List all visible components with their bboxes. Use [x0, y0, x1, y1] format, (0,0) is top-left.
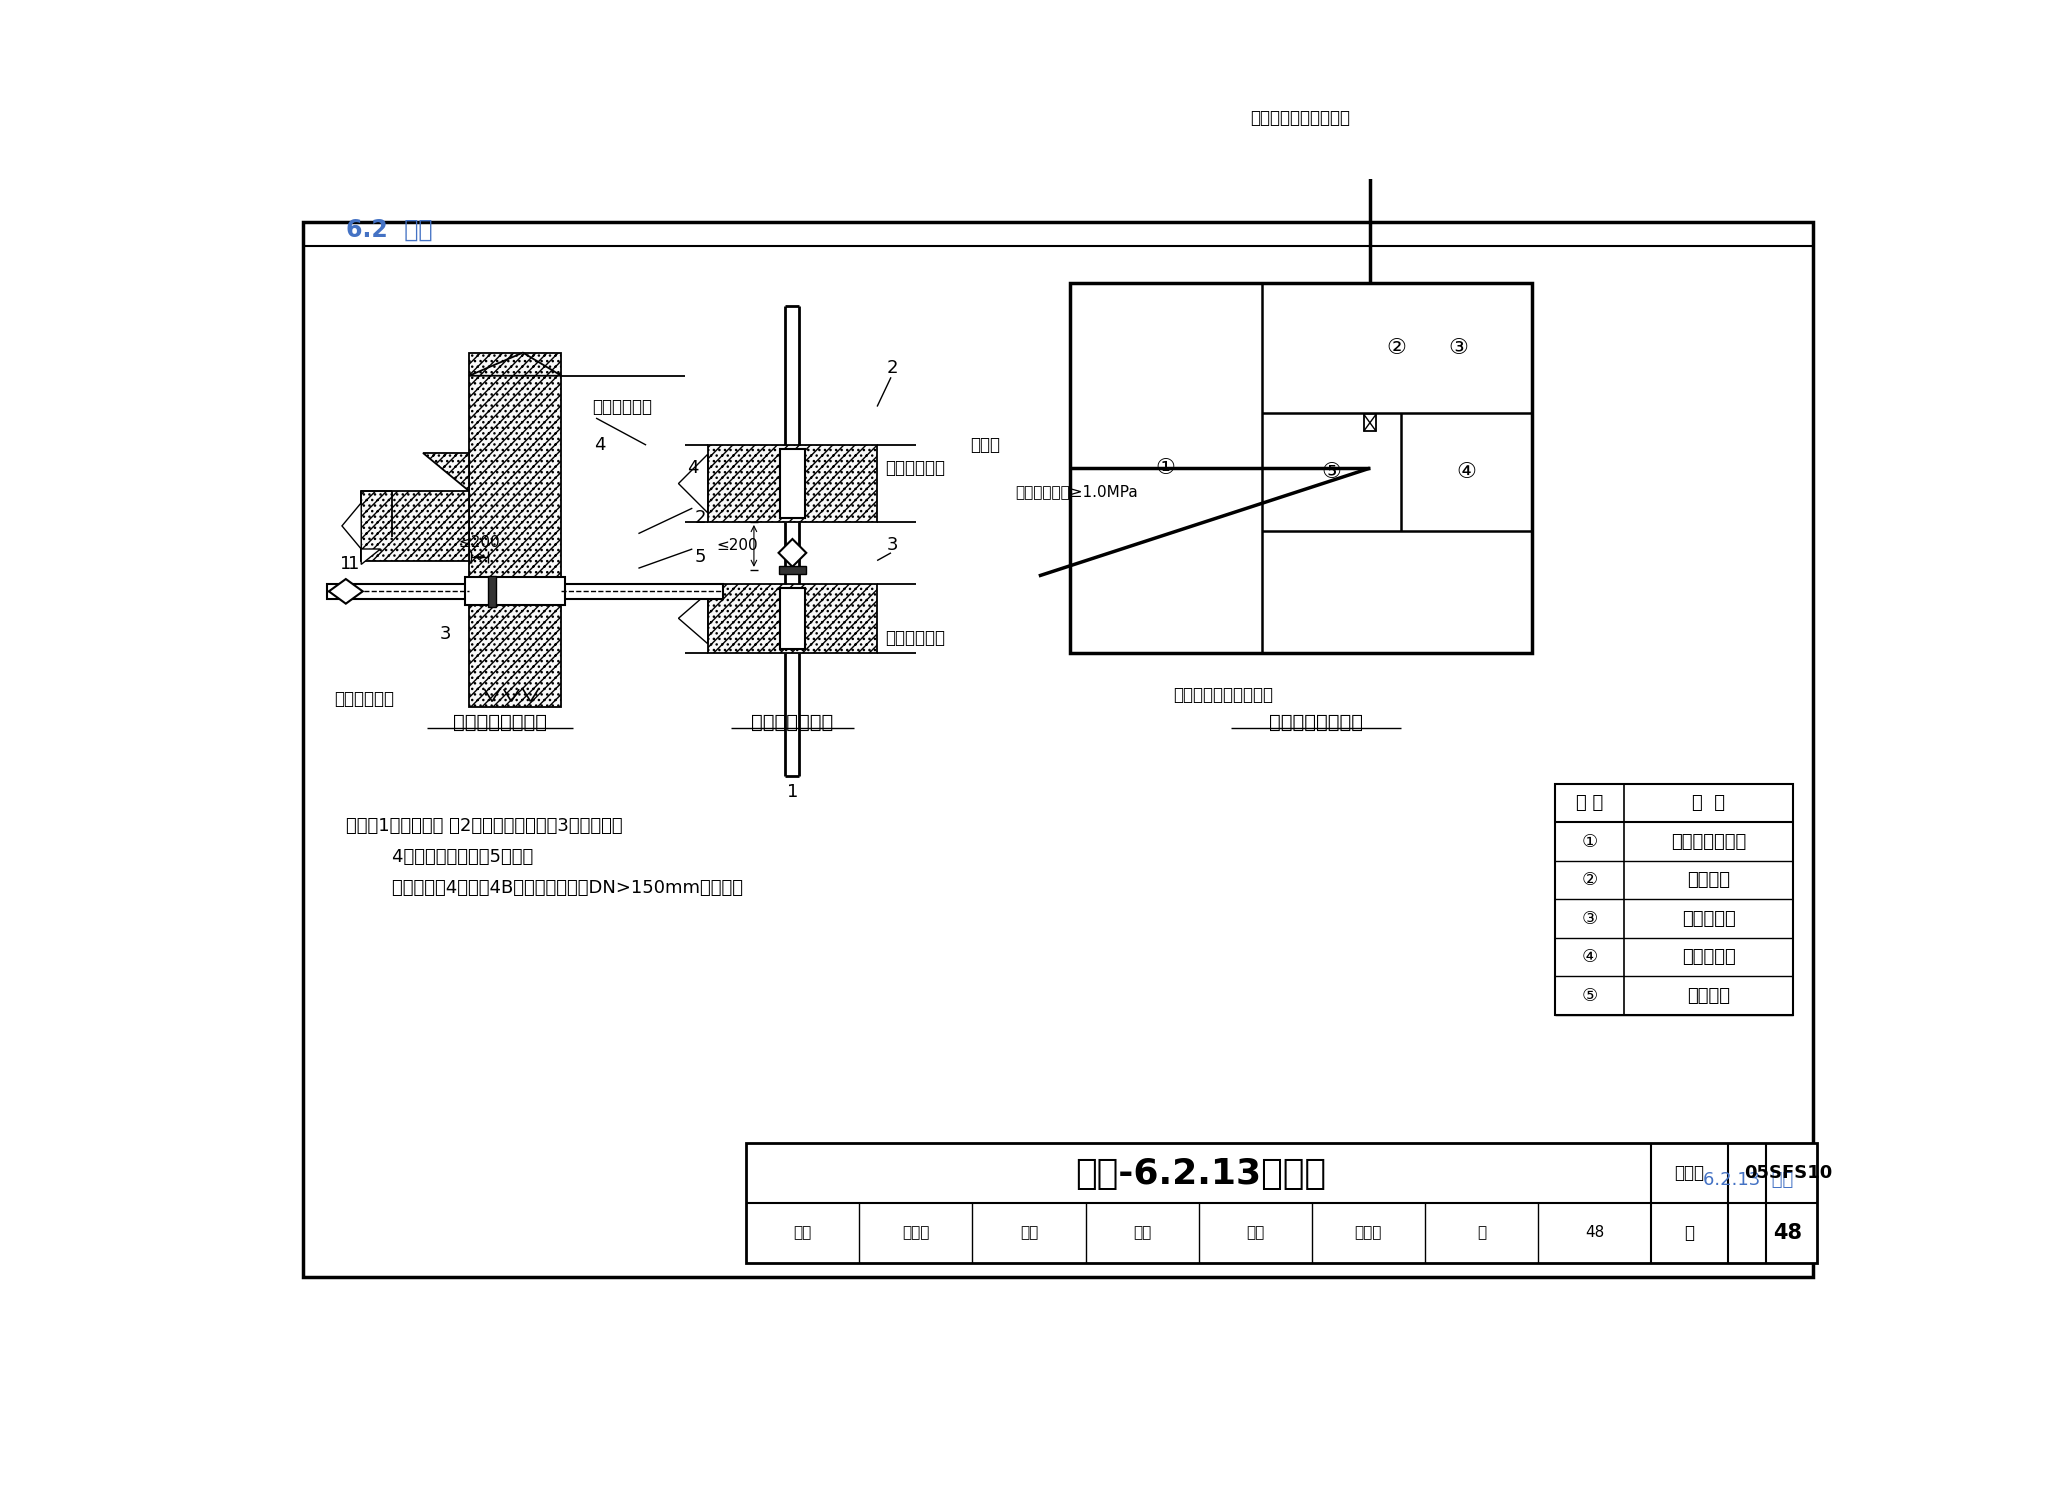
- Text: 防空地下室外: 防空地下室外: [885, 459, 944, 477]
- Bar: [778, 567, 807, 574]
- Text: 4: 4: [594, 437, 606, 454]
- Text: 接防空地下室内给水管: 接防空地下室内给水管: [1251, 109, 1350, 127]
- Text: 校对: 校对: [1020, 1226, 1038, 1241]
- Text: 说明：1－防护阀门 ；2－刚性防水套管；3－穿墙管；: 说明：1－防护阀门 ；2－刚性防水套管；3－穿墙管；: [346, 818, 623, 836]
- Text: 设计: 设计: [1245, 1226, 1264, 1241]
- Text: 6.2.13  图示: 6.2.13 图示: [1704, 1172, 1794, 1190]
- Text: 1: 1: [348, 556, 358, 574]
- Text: 阀门井: 阀门井: [971, 437, 999, 454]
- Text: ①: ①: [1155, 457, 1176, 478]
- Text: ⑤: ⑤: [1321, 462, 1341, 481]
- Text: 2: 2: [887, 359, 899, 377]
- Polygon shape: [422, 453, 469, 492]
- Text: 05SFS10: 05SFS10: [1745, 1165, 1833, 1183]
- Text: ≤200: ≤200: [717, 538, 758, 553]
- Text: ③: ③: [1448, 338, 1468, 357]
- Text: 管道从出入口引入: 管道从出入口引入: [1270, 713, 1364, 731]
- Text: 防空地下室外: 防空地下室外: [592, 398, 651, 416]
- Bar: [326, 583, 469, 599]
- Text: 页: 页: [1683, 1224, 1694, 1242]
- Bar: [487, 576, 496, 607]
- Text: 审核: 审核: [795, 1226, 811, 1241]
- Polygon shape: [360, 492, 469, 561]
- Bar: [1069, 284, 1532, 653]
- Polygon shape: [709, 583, 877, 653]
- Bar: [561, 583, 723, 599]
- Text: 丁志斌: 丁志斌: [1354, 1226, 1382, 1241]
- Text: 兑勇: 兑勇: [1133, 1226, 1151, 1241]
- Text: 防空地下室内: 防空地下室内: [885, 628, 944, 646]
- Text: 防毒通道: 防毒通道: [1688, 872, 1731, 890]
- Text: 3: 3: [887, 537, 899, 555]
- Text: 6.2  给水: 6.2 给水: [346, 217, 432, 242]
- Text: 管道从顶板引入: 管道从顶板引入: [752, 713, 834, 731]
- Text: 简易洗消间: 简易洗消间: [1681, 909, 1735, 927]
- Polygon shape: [678, 594, 709, 644]
- Text: 排风扩散室: 排风扩散室: [1681, 948, 1735, 966]
- Polygon shape: [469, 353, 561, 707]
- Text: ①: ①: [1581, 833, 1597, 851]
- Text: 图集号: 图集号: [1675, 1165, 1704, 1183]
- Bar: [1364, 414, 1376, 431]
- Text: ④: ④: [1456, 462, 1477, 481]
- Text: 48: 48: [1585, 1226, 1604, 1241]
- Polygon shape: [778, 540, 807, 567]
- Text: 48: 48: [1774, 1223, 1802, 1242]
- Text: 序 号: 序 号: [1575, 794, 1604, 812]
- Text: 防空地下室给水引入管: 防空地下室给水引入管: [1174, 686, 1274, 704]
- Text: 页: 页: [1477, 1226, 1487, 1241]
- Text: ②: ②: [1581, 872, 1597, 890]
- Text: 1: 1: [340, 556, 352, 574]
- Text: 5: 5: [694, 547, 707, 565]
- Polygon shape: [330, 579, 362, 604]
- Text: ④: ④: [1581, 948, 1597, 966]
- Text: 1: 1: [786, 782, 799, 800]
- Text: 挡板只在核4级、核4B级穿临空墙，或DN>150mm时设置。: 挡板只在核4级、核4B级穿临空墙，或DN>150mm时设置。: [346, 879, 743, 897]
- Text: ②: ②: [1386, 338, 1407, 357]
- Text: ≤200: ≤200: [459, 535, 500, 550]
- Bar: [465, 577, 565, 605]
- Text: ⑤: ⑤: [1581, 987, 1597, 1005]
- Text: 2: 2: [694, 510, 707, 528]
- Text: ③: ③: [1581, 909, 1597, 927]
- Text: 战时主要出入口: 战时主要出入口: [1671, 833, 1747, 851]
- Polygon shape: [678, 454, 709, 513]
- Bar: [780, 448, 805, 519]
- Polygon shape: [709, 446, 877, 522]
- Polygon shape: [360, 549, 381, 565]
- Text: 给水-6.2.13（续）: 给水-6.2.13（续）: [1075, 1157, 1325, 1192]
- Text: 管道从临空墙引入: 管道从临空墙引入: [453, 713, 547, 731]
- Bar: [1554, 783, 1794, 1015]
- Text: 防空地下室内: 防空地下室内: [334, 691, 395, 709]
- Text: 3: 3: [440, 625, 453, 643]
- Polygon shape: [342, 502, 360, 549]
- Polygon shape: [469, 353, 561, 375]
- Bar: [780, 588, 805, 649]
- Text: 4－围护结构墙体；5－档板: 4－围护结构墙体；5－档板: [346, 848, 532, 866]
- Text: 排风竖井: 排风竖井: [1688, 987, 1731, 1005]
- Text: 4: 4: [686, 459, 698, 477]
- Text: 阀门工作压力≥1.0MPa: 阀门工作压力≥1.0MPa: [1016, 484, 1139, 499]
- Bar: [745, 1144, 1817, 1263]
- Text: 名  称: 名 称: [1692, 794, 1724, 812]
- Text: 杨腊梅: 杨腊梅: [903, 1226, 930, 1241]
